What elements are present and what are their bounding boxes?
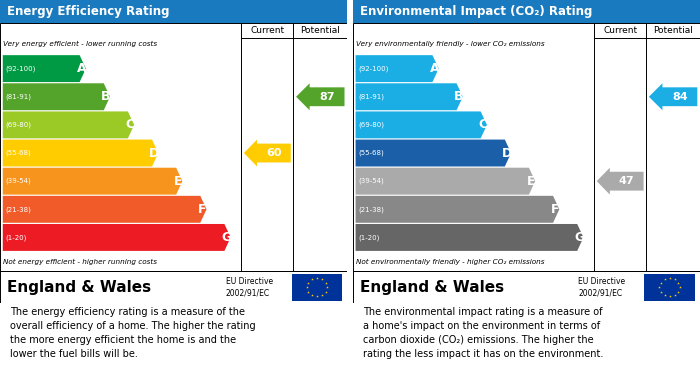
Text: (81-91): (81-91) xyxy=(5,93,32,100)
Text: EU Directive
2002/91/EC: EU Directive 2002/91/EC xyxy=(225,277,273,298)
Text: 87: 87 xyxy=(319,92,335,102)
Text: 84: 84 xyxy=(672,92,687,102)
Text: The energy efficiency rating is a measure of the
overall efficiency of a home. T: The energy efficiency rating is a measur… xyxy=(10,307,256,359)
Bar xyxy=(0,0,347,23)
Polygon shape xyxy=(3,83,110,110)
Text: Not environmentally friendly - higher CO₂ emissions: Not environmentally friendly - higher CO… xyxy=(356,259,545,265)
Text: (92-100): (92-100) xyxy=(5,65,36,72)
Polygon shape xyxy=(244,140,290,167)
Polygon shape xyxy=(356,196,559,223)
Text: D: D xyxy=(149,147,159,160)
Text: (69-80): (69-80) xyxy=(5,122,32,128)
Polygon shape xyxy=(3,224,231,251)
Bar xyxy=(353,271,700,303)
Polygon shape xyxy=(3,168,183,195)
Text: The environmental impact rating is a measure of
a home's impact on the environme: The environmental impact rating is a mea… xyxy=(363,307,603,359)
Text: Very environmentally friendly - lower CO₂ emissions: Very environmentally friendly - lower CO… xyxy=(356,41,545,47)
Text: A: A xyxy=(77,62,86,75)
Text: 60: 60 xyxy=(266,148,281,158)
Text: A: A xyxy=(430,62,439,75)
Polygon shape xyxy=(356,55,439,82)
Bar xyxy=(292,274,342,301)
Polygon shape xyxy=(596,168,643,195)
Polygon shape xyxy=(356,111,487,138)
Text: Very energy efficient - lower running costs: Very energy efficient - lower running co… xyxy=(4,41,158,47)
Text: F: F xyxy=(551,203,559,216)
Text: (21-38): (21-38) xyxy=(5,206,31,213)
Polygon shape xyxy=(3,196,206,223)
Bar xyxy=(645,274,695,301)
Text: B: B xyxy=(101,90,111,103)
Text: (21-38): (21-38) xyxy=(358,206,384,213)
Text: C: C xyxy=(478,118,487,131)
Text: England & Wales: England & Wales xyxy=(360,280,504,294)
Text: Not energy efficient - higher running costs: Not energy efficient - higher running co… xyxy=(4,259,158,265)
Polygon shape xyxy=(296,83,344,110)
Text: England & Wales: England & Wales xyxy=(7,280,151,294)
Bar xyxy=(0,271,347,303)
Text: D: D xyxy=(502,147,512,160)
Text: G: G xyxy=(574,231,584,244)
Text: (55-68): (55-68) xyxy=(5,150,31,156)
Polygon shape xyxy=(3,140,158,167)
Text: 47: 47 xyxy=(619,176,634,186)
Text: Current: Current xyxy=(251,26,284,35)
Polygon shape xyxy=(356,83,463,110)
Polygon shape xyxy=(3,111,134,138)
Text: C: C xyxy=(125,118,134,131)
Text: (55-68): (55-68) xyxy=(358,150,384,156)
Bar xyxy=(0,23,347,271)
Text: Current: Current xyxy=(603,26,637,35)
Text: Energy Efficiency Rating: Energy Efficiency Rating xyxy=(7,5,169,18)
Text: (92-100): (92-100) xyxy=(358,65,388,72)
Text: (1-20): (1-20) xyxy=(358,234,379,241)
Text: F: F xyxy=(198,203,206,216)
Text: EU Directive
2002/91/EC: EU Directive 2002/91/EC xyxy=(578,277,626,298)
Text: (81-91): (81-91) xyxy=(358,93,384,100)
Text: (39-54): (39-54) xyxy=(5,178,31,185)
Polygon shape xyxy=(356,140,511,167)
Text: Potential: Potential xyxy=(300,26,340,35)
Bar xyxy=(353,23,700,271)
Text: (1-20): (1-20) xyxy=(5,234,27,241)
Text: B: B xyxy=(454,90,463,103)
Text: (69-80): (69-80) xyxy=(358,122,384,128)
Polygon shape xyxy=(3,55,86,82)
Bar xyxy=(353,0,700,23)
Polygon shape xyxy=(649,83,697,110)
Text: (39-54): (39-54) xyxy=(358,178,384,185)
Text: Environmental Impact (CO₂) Rating: Environmental Impact (CO₂) Rating xyxy=(360,5,592,18)
Polygon shape xyxy=(356,224,584,251)
Text: Potential: Potential xyxy=(653,26,693,35)
Polygon shape xyxy=(356,168,536,195)
Text: G: G xyxy=(221,231,232,244)
Text: E: E xyxy=(526,175,535,188)
Text: E: E xyxy=(174,175,182,188)
